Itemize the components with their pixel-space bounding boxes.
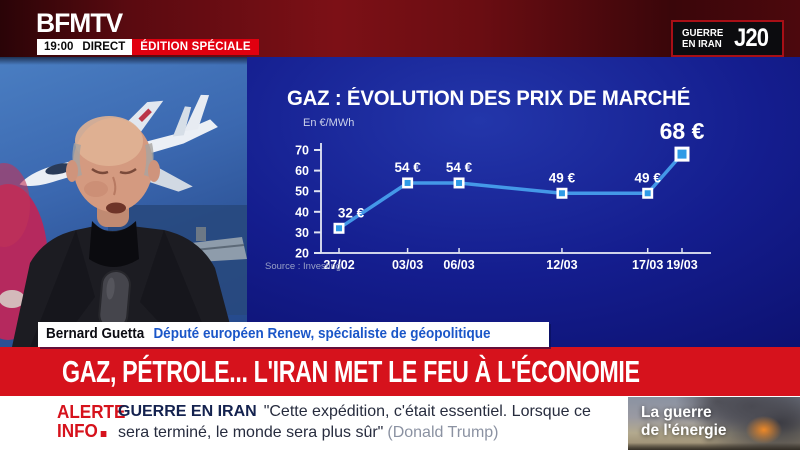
svg-text:20: 20 xyxy=(295,247,309,261)
svg-text:49 €: 49 € xyxy=(635,170,662,185)
svg-text:70: 70 xyxy=(295,144,309,158)
speaker-figure xyxy=(12,116,236,347)
speaker-role: Député européen Renew, spécialiste de gé… xyxy=(153,325,491,342)
studio-scene-art xyxy=(0,94,247,347)
svg-text:06/03: 06/03 xyxy=(443,258,474,272)
svg-text:30: 30 xyxy=(295,226,309,240)
svg-text:32 €: 32 € xyxy=(338,205,365,220)
svg-text:27/02: 27/02 xyxy=(323,258,354,272)
ticker-quote: "Cette expédition, c'était essentiel. Lo… xyxy=(118,403,591,441)
top-bar: BFMTV 19:00 DIRECT ÉDITION SPÉCIALE GUER… xyxy=(0,0,800,57)
chart-title: GAZ : ÉVOLUTION DES PRIX DE MARCHÉ xyxy=(287,87,691,110)
chart-unit-label: En €/MWh xyxy=(303,117,355,129)
svg-text:68 €: 68 € xyxy=(660,118,705,144)
speaker-name: Bernard Guetta xyxy=(46,325,145,342)
alert-square-icon xyxy=(100,431,107,437)
time-label: 19:00 xyxy=(44,41,74,53)
guerre-en-iran-badge: GUERRE EN IRAN J20 xyxy=(671,20,784,57)
svg-text:54 €: 54 € xyxy=(394,160,421,175)
energy-panel-title: La guerre de l'énergie xyxy=(641,404,727,439)
alerte-info-label: ALERTE INFO xyxy=(57,402,126,441)
ticker-attribution: (Donald Trump) xyxy=(387,424,499,441)
studio-video-feed xyxy=(0,57,247,347)
svg-text:12/03: 12/03 xyxy=(546,258,577,272)
gas-price-chart: 70 60 50 40 30 20 27/02 03/03 06/03 12/03 17/03 19/… xyxy=(295,118,711,272)
news-ticker: ALERTE INFO GUERRE EN IRAN "Cette expédit… xyxy=(0,396,800,450)
main-content: GAZ : ÉVOLUTION DES PRIX DE MARCHÉ En €/… xyxy=(0,57,800,347)
svg-text:40: 40 xyxy=(295,205,309,219)
svg-text:60: 60 xyxy=(295,164,309,178)
energy-war-panel: La guerre de l'énergie xyxy=(628,397,800,450)
svg-text:03/03: 03/03 xyxy=(392,258,423,272)
time-direct-badge: 19:00 DIRECT xyxy=(37,39,133,55)
svg-text:54 €: 54 € xyxy=(446,160,473,175)
svg-text:49 €: 49 € xyxy=(549,170,576,185)
ticker-message: GUERRE EN IRAN "Cette expédition, c'était… xyxy=(118,401,618,443)
headline-text: GAZ, PÉTROLE... L'IRAN MET LE FEU À L'ÉC… xyxy=(62,353,640,389)
war-badge-title: GUERRE EN IRAN xyxy=(682,27,724,50)
live-badges: 19:00 DIRECT ÉDITION SPÉCIALE xyxy=(37,39,259,55)
chart-panel: GAZ : ÉVOLUTION DES PRIX DE MARCHÉ En €/… xyxy=(247,57,800,347)
ticker-topic: GUERRE EN IRAN xyxy=(118,403,257,420)
svg-text:50: 50 xyxy=(295,185,309,199)
chart-source: Source : Investing xyxy=(265,261,342,272)
direct-label: DIRECT xyxy=(82,41,126,53)
svg-text:19/03: 19/03 xyxy=(666,258,697,272)
speaker-banner: Bernard Guetta Député européen Renew, sp… xyxy=(38,322,549,347)
edition-speciale-badge: ÉDITION SPÉCIALE xyxy=(132,39,259,55)
bfmtv-logo: BFMTV xyxy=(36,8,123,38)
headline-bar: GAZ, PÉTROLE... L'IRAN MET LE FEU À L'ÉC… xyxy=(0,347,800,396)
svg-text:17/03: 17/03 xyxy=(632,258,663,272)
war-day-counter: J20 xyxy=(734,24,769,52)
